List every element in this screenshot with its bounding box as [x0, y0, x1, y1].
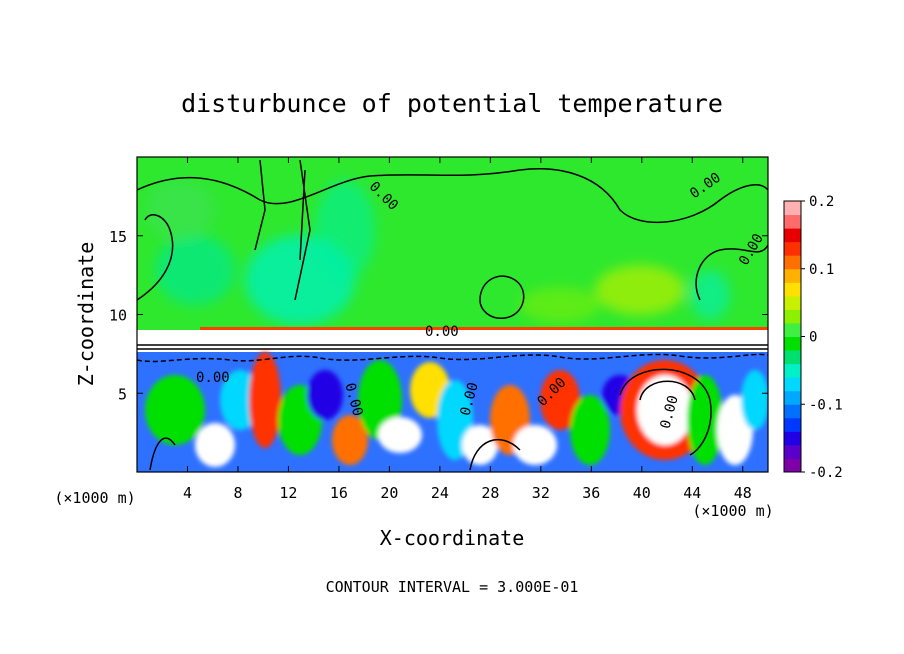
- y-axis-label: Z-coordinate: [74, 242, 98, 387]
- colorbar-tick-label: 0.2: [809, 194, 834, 210]
- x-tick-label: 12: [279, 484, 297, 502]
- x-tick-label: 8: [233, 484, 242, 502]
- colorbar-swatch: [784, 417, 801, 432]
- colorbar-ticks: 0.2 0.1 0 -0.1 -0.2: [801, 194, 843, 481]
- chart-title: disturbunce of potential temperature: [181, 89, 723, 118]
- colorbar-tick-label: -0.2: [809, 465, 843, 481]
- x-tick-label: 44: [683, 484, 701, 502]
- interface-band-red: [200, 327, 768, 330]
- colorbar-tick-label: -0.1: [809, 397, 843, 413]
- colorbar-swatch: [784, 377, 801, 392]
- y-tick-label: 10: [109, 307, 127, 325]
- contour-lines: [137, 159, 768, 471]
- x-tick-label: 48: [734, 484, 752, 502]
- contour-label: 0.00: [425, 324, 459, 340]
- colorbar-swatch: [784, 309, 801, 324]
- colorbar-swatch: [784, 458, 801, 473]
- x-tick-label: 24: [431, 484, 449, 502]
- x-tick-label: 40: [633, 484, 651, 502]
- colorbar-swatches: [784, 201, 801, 473]
- colorbar-swatch: [784, 268, 801, 283]
- colorbar-swatch: [784, 404, 801, 419]
- colorbar-swatch: [784, 350, 801, 365]
- x-tick-label: 36: [582, 484, 600, 502]
- colorbar-swatch: [784, 363, 801, 378]
- colorbar-swatch: [784, 214, 801, 229]
- x-tick-label: 32: [532, 484, 550, 502]
- lower-layer-structures: [145, 352, 768, 467]
- interface-band-white: [137, 330, 768, 352]
- colorbar-swatch: [784, 322, 801, 337]
- x-axis-label: X-coordinate: [380, 526, 525, 550]
- colorbar-tick-label: 0.1: [809, 262, 834, 278]
- colorbar-swatch: [784, 255, 801, 270]
- y-tick-label: 15: [109, 228, 127, 246]
- plot-area: 0.00 0.00 0.00 0.00 0.00 0.00 0.00 0.00 …: [137, 157, 768, 472]
- contour-label: 0.00: [196, 370, 230, 386]
- colorbar-swatch: [784, 390, 801, 405]
- colorbar-swatch: [784, 201, 801, 216]
- colorbar-swatch: [784, 282, 801, 297]
- colorbar-swatch: [784, 241, 801, 256]
- x-tick-label: 4: [183, 484, 192, 502]
- x-tick-label: 16: [330, 484, 348, 502]
- x-tick-label: 28: [481, 484, 499, 502]
- x-unit-label-right: (×1000 m): [692, 502, 773, 520]
- colorbar-tick-label: 0: [809, 330, 817, 346]
- x-tick-label: 20: [380, 484, 398, 502]
- x-axis-ticks: 4 8 12 16 20 24 28 32 36 40 44 48: [183, 157, 752, 502]
- colorbar-swatch: [784, 336, 801, 351]
- colorbar-swatch: [784, 295, 801, 310]
- colorbar: 0.2 0.1 0 -0.1 -0.2: [783, 194, 843, 481]
- y-axis-ticks: 5 10 15: [109, 228, 768, 403]
- colorbar-swatch: [784, 431, 801, 446]
- contour-interval-annotation: CONTOUR INTERVAL = 3.000E-01: [326, 578, 579, 596]
- x-unit-label-left: (×1000 m): [54, 489, 135, 507]
- y-tick-label: 5: [118, 385, 127, 403]
- colorbar-swatch: [784, 228, 801, 243]
- colorbar-swatch: [784, 444, 801, 459]
